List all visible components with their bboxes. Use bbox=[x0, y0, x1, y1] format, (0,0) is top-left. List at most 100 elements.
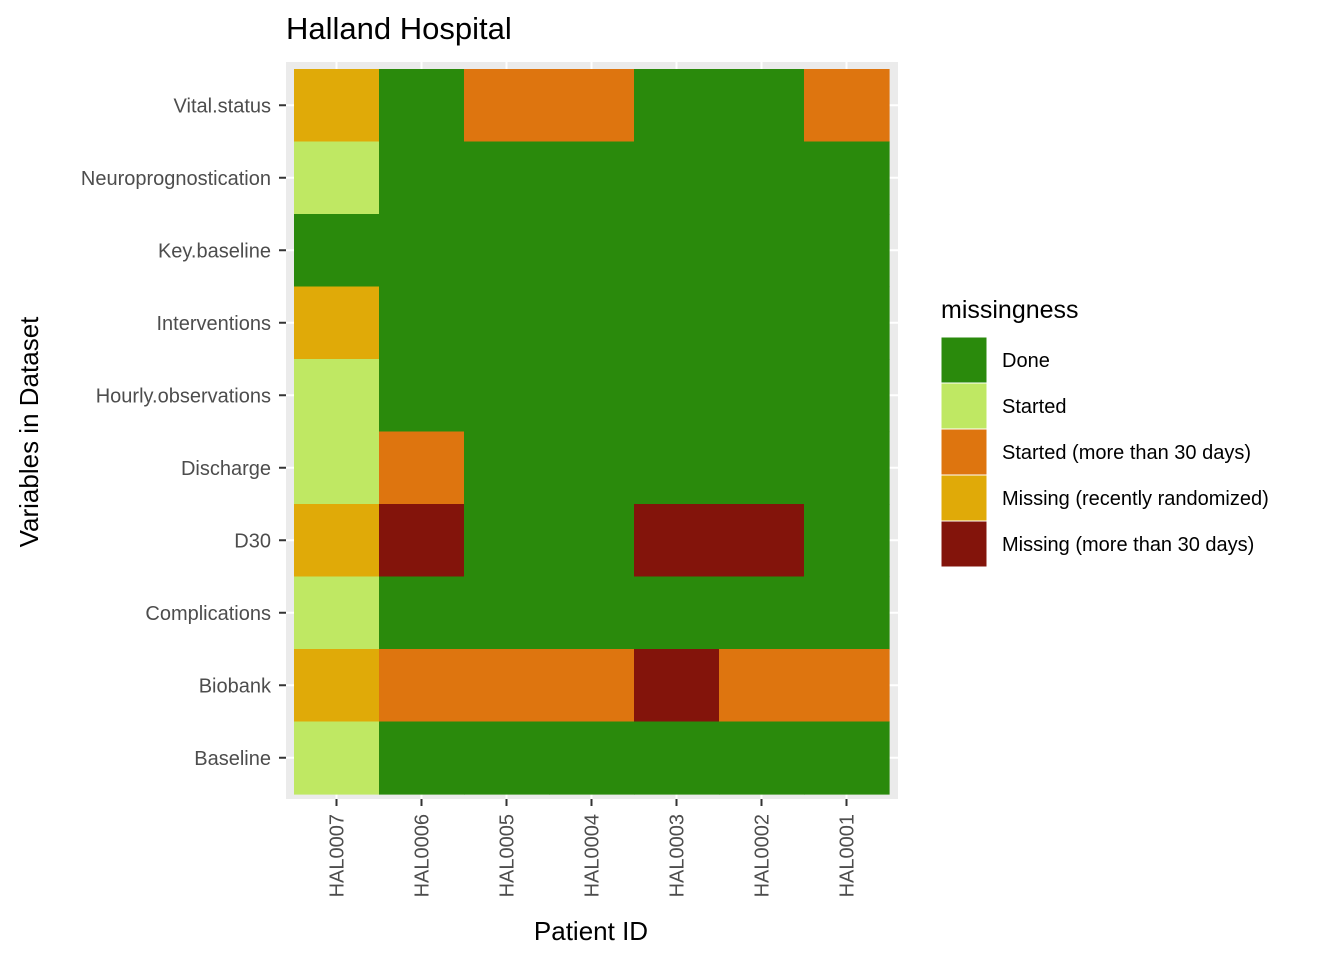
heatmap-cell bbox=[549, 69, 635, 143]
heatmap-cell bbox=[804, 504, 890, 578]
legend-key bbox=[940, 428, 988, 476]
y-tick-label: Hourly.observations bbox=[96, 385, 271, 407]
x-tick-label: HAL0001 bbox=[837, 814, 859, 897]
heatmap-cell bbox=[294, 431, 380, 505]
legend-title: missingness bbox=[941, 296, 1079, 324]
heatmap-cell bbox=[634, 431, 720, 505]
x-tick-label: HAL0005 bbox=[497, 814, 519, 897]
y-tick-label: Vital.status bbox=[174, 95, 271, 117]
heatmap-cell bbox=[804, 141, 890, 215]
heatmap-cell bbox=[549, 576, 635, 650]
heatmap-cell bbox=[294, 649, 380, 723]
heatmap-cell bbox=[549, 649, 635, 723]
heatmap-cell bbox=[549, 431, 635, 505]
x-axis: HAL0007 HAL0006 HAL0005 HAL0004 HAL0003 HAL00… bbox=[327, 799, 859, 897]
heatmap-cell bbox=[634, 721, 720, 795]
heatmap-cell bbox=[379, 141, 465, 215]
heatmap-cell bbox=[804, 431, 890, 505]
heatmap-cell bbox=[464, 721, 550, 795]
legend-key bbox=[940, 382, 988, 430]
legend-label: Done bbox=[1002, 350, 1050, 372]
legend-label: Started (more than 30 days) bbox=[1002, 442, 1251, 464]
heatmap-cell bbox=[719, 69, 805, 143]
heatmap-cell bbox=[379, 69, 465, 143]
legend-label: Missing (more than 30 days) bbox=[1002, 534, 1254, 556]
heatmap-cell bbox=[804, 649, 890, 723]
heatmap-cells bbox=[294, 69, 890, 795]
y-tick-label: Neuroprognostication bbox=[81, 168, 271, 190]
legend-items: Done Started Started (more than 30 days) Mi… bbox=[940, 336, 1269, 568]
heatmap-cell bbox=[294, 214, 380, 288]
heatmap-cell bbox=[549, 721, 635, 795]
heatmap-cell bbox=[804, 721, 890, 795]
x-tick-label: HAL0004 bbox=[582, 814, 604, 897]
heatmap-cell bbox=[379, 431, 465, 505]
heatmap-cell bbox=[379, 721, 465, 795]
legend-key bbox=[940, 336, 988, 384]
y-axis-title: Variables in Dataset bbox=[14, 316, 44, 548]
heatmap-cell bbox=[719, 504, 805, 578]
y-tick-label: Discharge bbox=[181, 458, 271, 480]
x-tick-label: HAL0006 bbox=[412, 814, 434, 897]
heatmap-cell bbox=[294, 504, 380, 578]
y-tick-label: Key.baseline bbox=[158, 240, 271, 262]
heatmap-cell bbox=[464, 431, 550, 505]
heatmap-cell bbox=[549, 286, 635, 360]
heatmap-cell bbox=[464, 576, 550, 650]
heatmap-cell bbox=[294, 359, 380, 433]
heatmap-cell bbox=[634, 504, 720, 578]
chart-title: Halland Hospital bbox=[286, 11, 512, 46]
y-tick-label: Baseline bbox=[194, 748, 271, 770]
heatmap-cell bbox=[634, 576, 720, 650]
heatmap-cell bbox=[464, 69, 550, 143]
heatmap-cell bbox=[464, 649, 550, 723]
heatmap-cell bbox=[549, 504, 635, 578]
heatmap-cell bbox=[379, 286, 465, 360]
heatmap-cell bbox=[719, 359, 805, 433]
heatmap-cell bbox=[464, 214, 550, 288]
heatmap-cell bbox=[719, 286, 805, 360]
y-tick-label: D30 bbox=[234, 530, 271, 552]
heatmap-cell bbox=[719, 649, 805, 723]
heatmap-cell bbox=[294, 576, 380, 650]
heatmap-cell bbox=[549, 214, 635, 288]
heatmap-cell bbox=[719, 141, 805, 215]
heatmap-cell bbox=[379, 504, 465, 578]
x-axis-title: Patient ID bbox=[534, 916, 648, 946]
legend-label: Missing (recently randomized) bbox=[1002, 488, 1269, 510]
legend-key bbox=[940, 474, 988, 522]
heatmap-cell bbox=[634, 214, 720, 288]
heatmap-cell bbox=[719, 431, 805, 505]
x-tick-label: HAL0002 bbox=[752, 814, 774, 897]
heatmap-cell bbox=[549, 359, 635, 433]
heatmap-cell bbox=[804, 359, 890, 433]
heatmap-cell bbox=[464, 286, 550, 360]
legend-key bbox=[940, 520, 988, 568]
heatmap-cell bbox=[719, 576, 805, 650]
heatmap-cell bbox=[379, 359, 465, 433]
heatmap-cell bbox=[804, 286, 890, 360]
heatmap-cell bbox=[379, 649, 465, 723]
heatmap-cell bbox=[379, 576, 465, 650]
heatmap-cell bbox=[294, 721, 380, 795]
heatmap-cell bbox=[549, 141, 635, 215]
y-tick-label: Biobank bbox=[199, 675, 272, 697]
heatmap-cell bbox=[804, 214, 890, 288]
y-tick-label: Interventions bbox=[156, 313, 271, 335]
legend-label: Started bbox=[1002, 396, 1066, 418]
heatmap-cell bbox=[719, 214, 805, 288]
heatmap-cell bbox=[379, 214, 465, 288]
heatmap-cell bbox=[804, 576, 890, 650]
y-axis: Vital.status Neuroprognostication Key.base… bbox=[81, 95, 286, 770]
heatmap-cell bbox=[464, 359, 550, 433]
heatmap-cell bbox=[294, 69, 380, 143]
x-tick-label: HAL0003 bbox=[667, 814, 689, 897]
y-tick-label: Complications bbox=[145, 603, 271, 625]
heatmap-cell bbox=[804, 69, 890, 143]
x-tick-label: HAL0007 bbox=[327, 814, 349, 897]
heatmap-cell bbox=[634, 286, 720, 360]
legend: missingness Done Started Started (more tha… bbox=[940, 296, 1269, 568]
heatmap-cell bbox=[294, 141, 380, 215]
heatmap-cell bbox=[634, 69, 720, 143]
